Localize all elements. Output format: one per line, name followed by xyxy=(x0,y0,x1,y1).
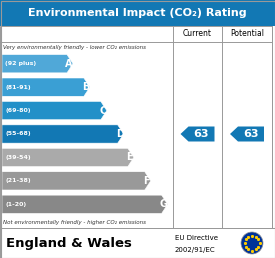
Text: (69-80): (69-80) xyxy=(5,108,31,113)
Text: Current: Current xyxy=(183,29,212,38)
Text: 63: 63 xyxy=(243,129,259,139)
Text: B: B xyxy=(82,82,90,92)
Polygon shape xyxy=(2,101,107,120)
Polygon shape xyxy=(2,125,124,143)
Text: E: E xyxy=(126,152,133,163)
Bar xyxy=(0,26,272,228)
Text: (55-68): (55-68) xyxy=(5,132,31,136)
Text: Environmental Impact (CO₂) Rating: Environmental Impact (CO₂) Rating xyxy=(28,8,247,18)
Polygon shape xyxy=(2,78,90,96)
Text: Potential: Potential xyxy=(230,29,264,38)
Text: (39-54): (39-54) xyxy=(5,155,31,160)
Text: D: D xyxy=(116,129,124,139)
Polygon shape xyxy=(2,55,73,73)
Text: 2002/91/EC: 2002/91/EC xyxy=(175,247,216,253)
Circle shape xyxy=(241,232,263,254)
Polygon shape xyxy=(2,172,151,190)
Text: Not environmentally friendly - higher CO₂ emissions: Not environmentally friendly - higher CO… xyxy=(3,220,146,225)
Text: C: C xyxy=(99,106,106,116)
Polygon shape xyxy=(2,195,168,213)
Text: (1-20): (1-20) xyxy=(5,202,26,207)
Polygon shape xyxy=(230,126,264,141)
Text: EU Directive: EU Directive xyxy=(175,236,218,241)
Text: G: G xyxy=(160,199,168,209)
Text: (92 plus): (92 plus) xyxy=(5,61,36,66)
Text: 63: 63 xyxy=(194,129,209,139)
Text: (81-91): (81-91) xyxy=(5,85,31,90)
Bar xyxy=(0,228,275,258)
Bar xyxy=(0,0,275,26)
Text: England & Wales: England & Wales xyxy=(6,237,132,249)
Text: (21-38): (21-38) xyxy=(5,178,31,183)
Polygon shape xyxy=(2,148,134,167)
Text: A: A xyxy=(65,59,73,69)
Text: Very environmentally friendly - lower CO₂ emissions: Very environmentally friendly - lower CO… xyxy=(3,45,146,50)
Polygon shape xyxy=(180,126,214,141)
Text: F: F xyxy=(143,176,150,186)
